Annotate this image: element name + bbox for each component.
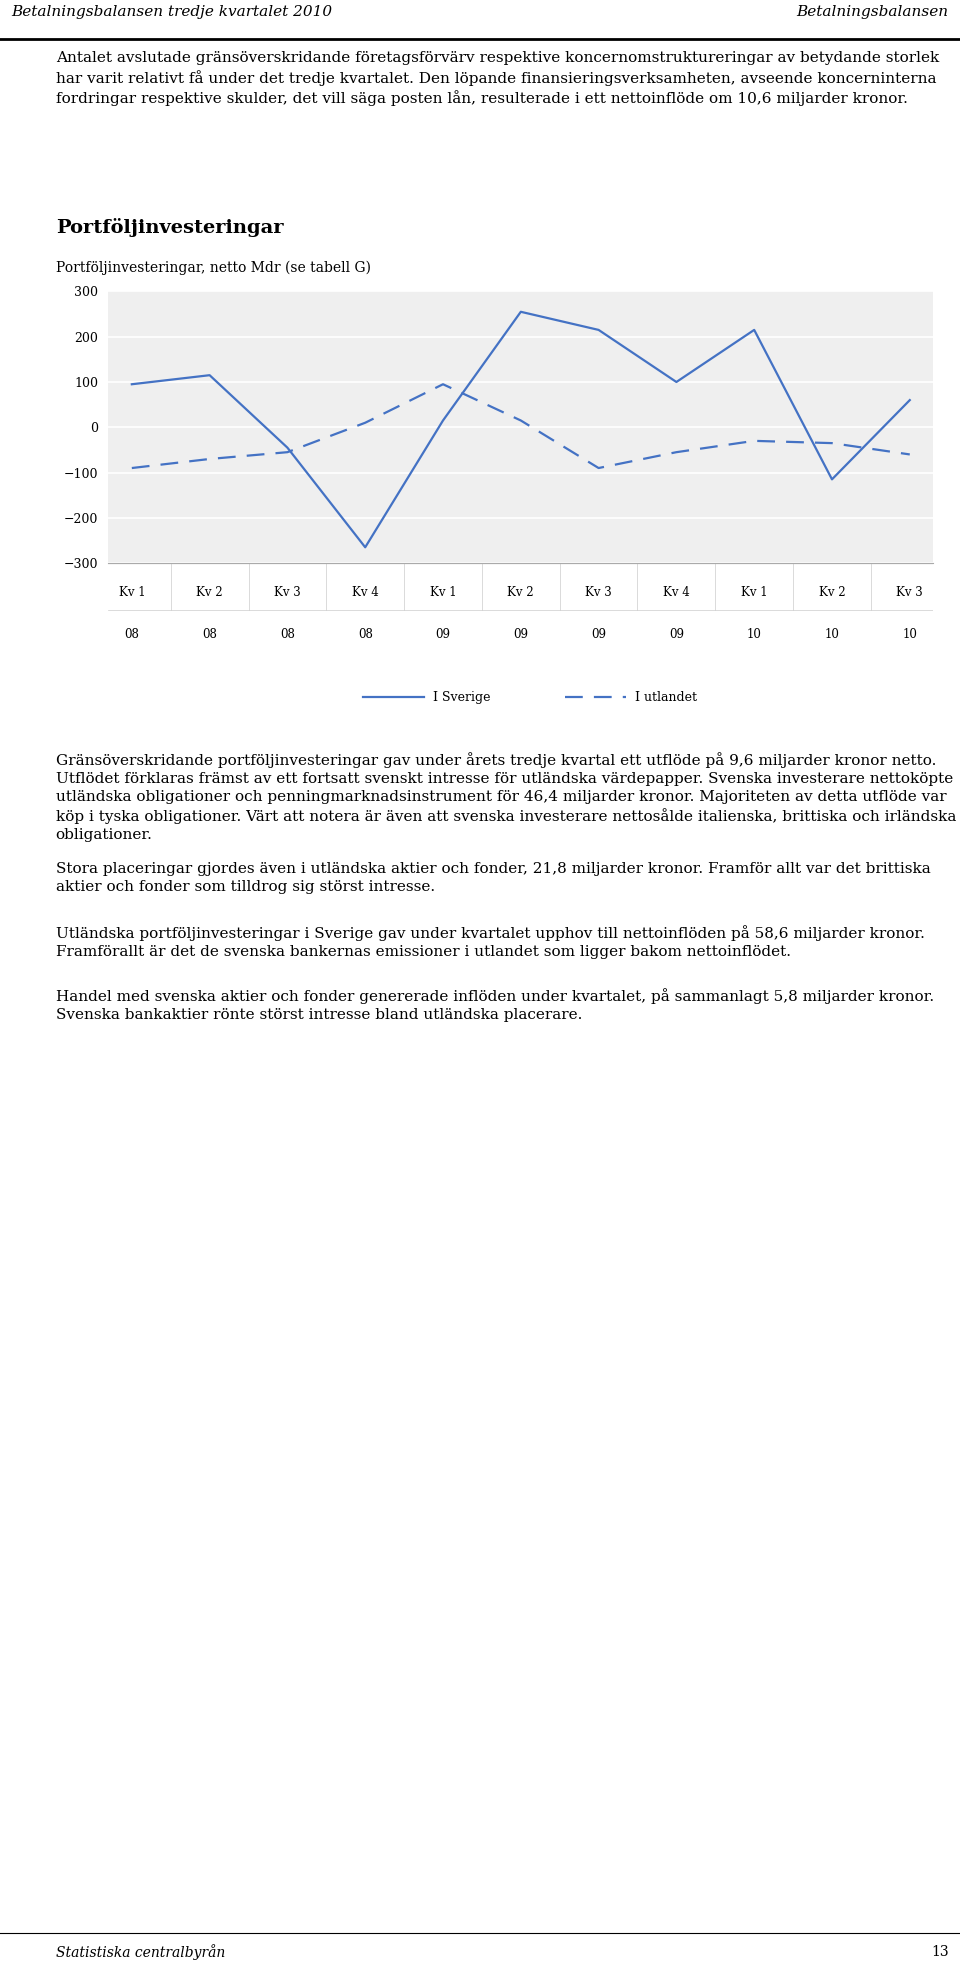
Text: 08: 08 xyxy=(358,628,372,640)
Text: Kv 2: Kv 2 xyxy=(508,587,534,599)
Text: 13: 13 xyxy=(931,1945,948,1959)
Text: Kv 3: Kv 3 xyxy=(897,587,924,599)
Text: 10: 10 xyxy=(825,628,839,640)
Text: Kv 3: Kv 3 xyxy=(586,587,612,599)
Text: Gränsöverskridande portföljinvesteringar gav under årets tredje kvartal ett utfl: Gränsöverskridande portföljinvesteringar… xyxy=(56,752,956,843)
Text: Kv 1: Kv 1 xyxy=(118,587,145,599)
Text: Utländska portföljinvesteringar i Sverige gav under kvartalet upphov till nettoi: Utländska portföljinvesteringar i Sverig… xyxy=(56,925,924,959)
Text: Portföljinvesteringar: Portföljinvesteringar xyxy=(56,219,283,236)
Text: Kv 4: Kv 4 xyxy=(663,587,690,599)
Text: Kv 3: Kv 3 xyxy=(274,587,300,599)
Text: Kv 4: Kv 4 xyxy=(351,587,378,599)
Text: Betalningsbalansen: Betalningsbalansen xyxy=(797,4,948,20)
Text: 09: 09 xyxy=(514,628,528,640)
Text: Statistiska centralbyrån: Statistiska centralbyrån xyxy=(56,1945,225,1961)
Text: Kv 2: Kv 2 xyxy=(819,587,846,599)
Text: Betalningsbalansen tredje kvartalet 2010: Betalningsbalansen tredje kvartalet 2010 xyxy=(12,4,333,20)
Text: Kv 2: Kv 2 xyxy=(196,587,223,599)
Text: 09: 09 xyxy=(669,628,684,640)
Text: Stora placeringar gjordes även i utländska aktier och fonder, 21,8 miljarder kro: Stora placeringar gjordes även i utländs… xyxy=(56,862,930,894)
Text: 10: 10 xyxy=(747,628,761,640)
Text: Kv 1: Kv 1 xyxy=(430,587,456,599)
Text: 08: 08 xyxy=(125,628,139,640)
Text: 08: 08 xyxy=(280,628,295,640)
Text: Antalet avslutade gränsöverskridande företagsförvärv respektive koncernomstruktu: Antalet avslutade gränsöverskridande för… xyxy=(56,51,939,106)
Text: 08: 08 xyxy=(203,628,217,640)
Text: 09: 09 xyxy=(436,628,450,640)
Text: Handel med svenska aktier och fonder genererade inflöden under kvartalet, på sam: Handel med svenska aktier och fonder gen… xyxy=(56,988,934,1022)
Text: I utlandet: I utlandet xyxy=(635,691,697,703)
Text: 09: 09 xyxy=(591,628,606,640)
Text: 10: 10 xyxy=(902,628,917,640)
Text: Portföljinvesteringar, netto Mdr (se tabell G): Portföljinvesteringar, netto Mdr (se tab… xyxy=(56,260,371,276)
Text: I Sverige: I Sverige xyxy=(433,691,491,703)
Text: Kv 1: Kv 1 xyxy=(741,587,767,599)
